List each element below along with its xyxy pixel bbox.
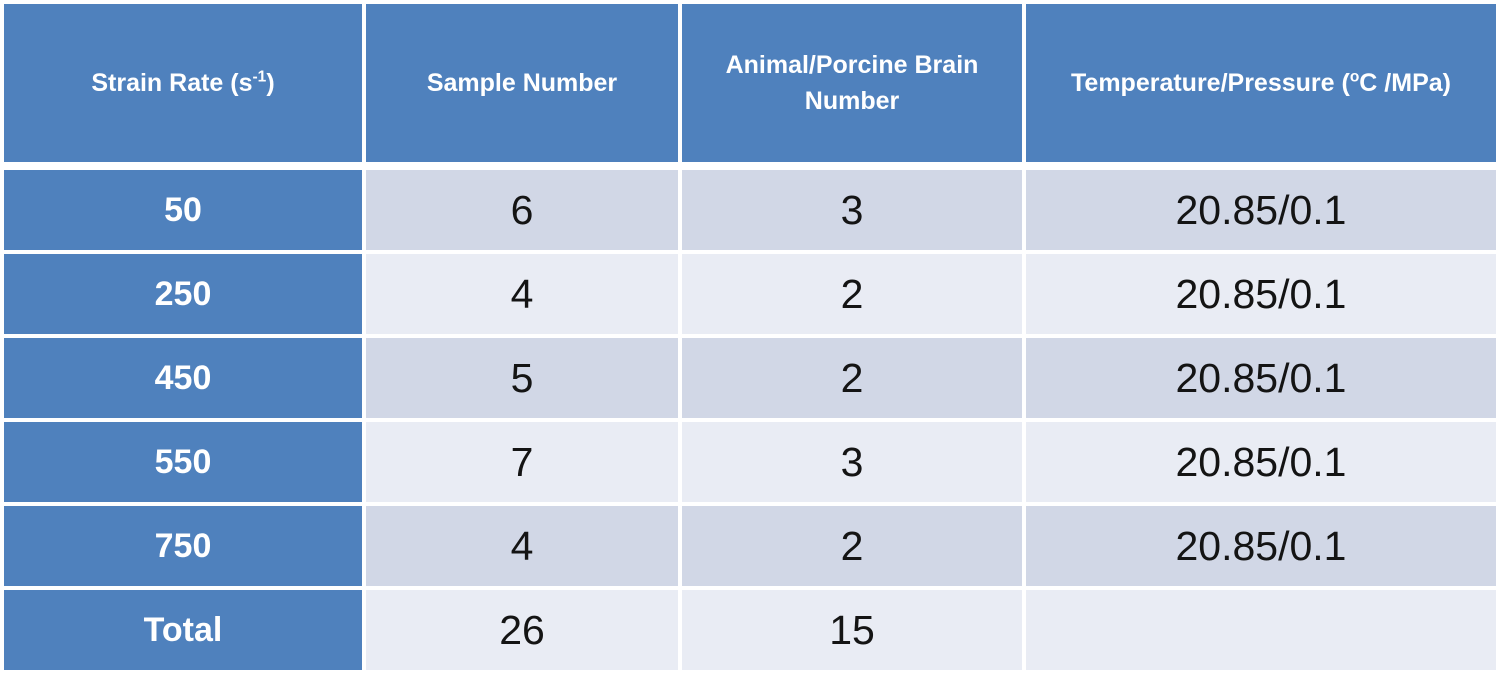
cell-temperature-pressure: 20.85/0.1: [1026, 170, 1496, 250]
header-row: Strain Rate (s-1) Sample Number Animal/P…: [4, 4, 1496, 166]
column-header-strain-rate-label: Strain Rate (s: [91, 68, 253, 97]
table-row-strain-50: 50 6 3 20.85/0.1: [4, 170, 1496, 250]
column-header-brain-number: Animal/Porcine Brain Number: [682, 4, 1022, 166]
table-row-strain-450: 450 5 2 20.85/0.1: [4, 338, 1496, 418]
cell-brain-number: 3: [682, 422, 1022, 502]
row-header-strain-rate: 550: [4, 422, 362, 502]
row-header-strain-rate: 50: [4, 170, 362, 250]
table-body: 50 6 3 20.85/0.1 250 4 2 20.85/0.1 450 5…: [4, 170, 1496, 670]
cell-sample-number: 4: [366, 506, 678, 586]
column-header-sample-number-label: Sample Number: [426, 68, 618, 97]
row-header-strain-rate: 450: [4, 338, 362, 418]
cell-sample-number: 6: [366, 170, 678, 250]
column-header-temperature-pressure: Temperature/Pressure (oC /MPa): [1026, 4, 1496, 166]
cell-temperature-pressure: 20.85/0.1: [1026, 506, 1496, 586]
cell-temperature-pressure: 20.85/0.1: [1026, 422, 1496, 502]
cell-brain-number-total: 15: [682, 590, 1022, 670]
cell-temperature-pressure: 20.85/0.1: [1026, 338, 1496, 418]
cell-brain-number: 2: [682, 338, 1022, 418]
table-row-strain-250: 250 4 2 20.85/0.1: [4, 254, 1496, 334]
table-row-strain-550: 550 7 3 20.85/0.1: [4, 422, 1496, 502]
cell-temperature-pressure: 20.85/0.1: [1026, 254, 1496, 334]
column-header-temperature-pressure-label-end: C /MPa): [1359, 68, 1451, 97]
cell-sample-number: 7: [366, 422, 678, 502]
row-header-strain-rate: 750: [4, 506, 362, 586]
column-header-strain-rate-label-end: ): [266, 68, 275, 97]
cell-sample-number: 4: [366, 254, 678, 334]
table-row-total: Total 26 15: [4, 590, 1496, 670]
row-header-total: Total: [4, 590, 362, 670]
cell-brain-number: 2: [682, 506, 1022, 586]
column-header-temperature-pressure-label: Temperature/Pressure (: [1071, 68, 1350, 97]
cell-temperature-pressure-total: [1026, 590, 1496, 670]
row-header-strain-rate: 250: [4, 254, 362, 334]
column-header-strain-rate: Strain Rate (s-1): [4, 4, 362, 166]
table-header: Strain Rate (s-1) Sample Number Animal/P…: [4, 4, 1496, 166]
cell-sample-number: 5: [366, 338, 678, 418]
cell-sample-number-total: 26: [366, 590, 678, 670]
cell-brain-number: 2: [682, 254, 1022, 334]
column-header-sample-number: Sample Number: [366, 4, 678, 166]
degree-superscript: o: [1349, 68, 1360, 86]
column-header-brain-number-label: Animal/Porcine Brain Number: [725, 50, 979, 115]
strain-rate-superscript: -1: [252, 68, 267, 86]
cell-brain-number: 3: [682, 170, 1022, 250]
table-row-strain-750: 750 4 2 20.85/0.1: [4, 506, 1496, 586]
